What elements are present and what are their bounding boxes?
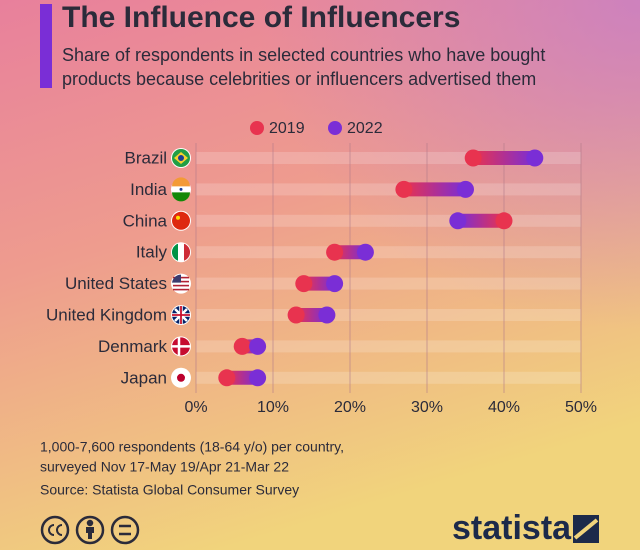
legend-label: 2022	[347, 120, 383, 137]
dot-2022	[249, 337, 267, 355]
dot-2019	[233, 337, 251, 355]
flag	[171, 243, 178, 261]
row-band	[196, 340, 581, 353]
row-band	[196, 183, 581, 196]
x-tick-label: 0%	[184, 399, 207, 416]
flag-icon	[171, 367, 191, 388]
y-tick-label: Japan	[121, 368, 167, 387]
y-tick-label: United Kingdom	[46, 305, 167, 324]
chart-subtitle: products because celebrities or influenc…	[62, 69, 536, 89]
y-tick-label: China	[123, 211, 168, 230]
source: Source: Statista Global Consumer Survey	[40, 482, 299, 498]
y-tick-label: India	[130, 180, 167, 199]
flag-icon	[171, 305, 191, 325]
x-tick-label: 30%	[411, 399, 443, 416]
legend-swatch	[328, 121, 342, 135]
note: surveyed Nov 17-May 19/Apr 21-Mar 22	[40, 459, 289, 475]
dot-2019	[287, 306, 305, 324]
note: 1,000-7,600 respondents (18-64 y/o) per …	[40, 439, 344, 455]
flag-icon	[171, 336, 191, 357]
x-tick-label: 40%	[488, 399, 520, 416]
row-band	[196, 277, 581, 290]
flag	[178, 155, 184, 161]
title-accent	[40, 4, 52, 88]
flag	[172, 211, 190, 230]
dot-2019	[464, 149, 482, 167]
flag	[179, 187, 183, 191]
brand-logo: statista	[452, 509, 572, 547]
brand-mark	[573, 515, 599, 543]
row-band	[196, 309, 581, 321]
dot-2022	[449, 212, 467, 230]
dot-2022	[526, 149, 544, 167]
row-band	[196, 371, 581, 384]
dot-2019	[326, 243, 344, 261]
dot-2022	[457, 180, 474, 198]
dot-2022	[356, 243, 374, 261]
dot-2019	[395, 180, 413, 198]
license-icons	[40, 515, 140, 545]
dot-2022	[326, 275, 344, 293]
row-band	[196, 246, 581, 259]
flag	[172, 177, 190, 187]
legend-label: 2019	[269, 120, 305, 137]
y-tick-label: Denmark	[98, 337, 167, 356]
dot-2022	[318, 306, 336, 324]
flag	[172, 306, 190, 324]
flag-icon	[171, 242, 191, 263]
y-tick-label: Italy	[136, 243, 168, 262]
flag	[184, 243, 191, 261]
chart-subtitle: Share of respondents in selected countri…	[62, 45, 545, 65]
y-tick-label: United States	[65, 274, 167, 293]
dot-2019	[295, 275, 313, 293]
x-tick-label: 50%	[565, 399, 597, 416]
flag-icon	[171, 273, 191, 294]
chart-title: The Influence of Influencers	[62, 1, 460, 34]
flag	[177, 373, 185, 382]
flag-icon	[171, 177, 191, 202]
x-tick-label: 10%	[257, 399, 289, 416]
legend-swatch	[250, 121, 264, 135]
row-band	[196, 214, 581, 227]
x-tick-label: 20%	[334, 399, 366, 416]
flag	[176, 215, 180, 220]
flag	[172, 337, 190, 356]
flag	[172, 274, 181, 284]
dot-2019	[218, 369, 236, 387]
flag-icon	[171, 148, 191, 168]
y-tick-label: Brazil	[124, 148, 167, 167]
dot-2022	[249, 369, 267, 387]
dot-2019	[495, 212, 513, 230]
flag-icon	[171, 210, 191, 231]
flag	[172, 192, 190, 202]
